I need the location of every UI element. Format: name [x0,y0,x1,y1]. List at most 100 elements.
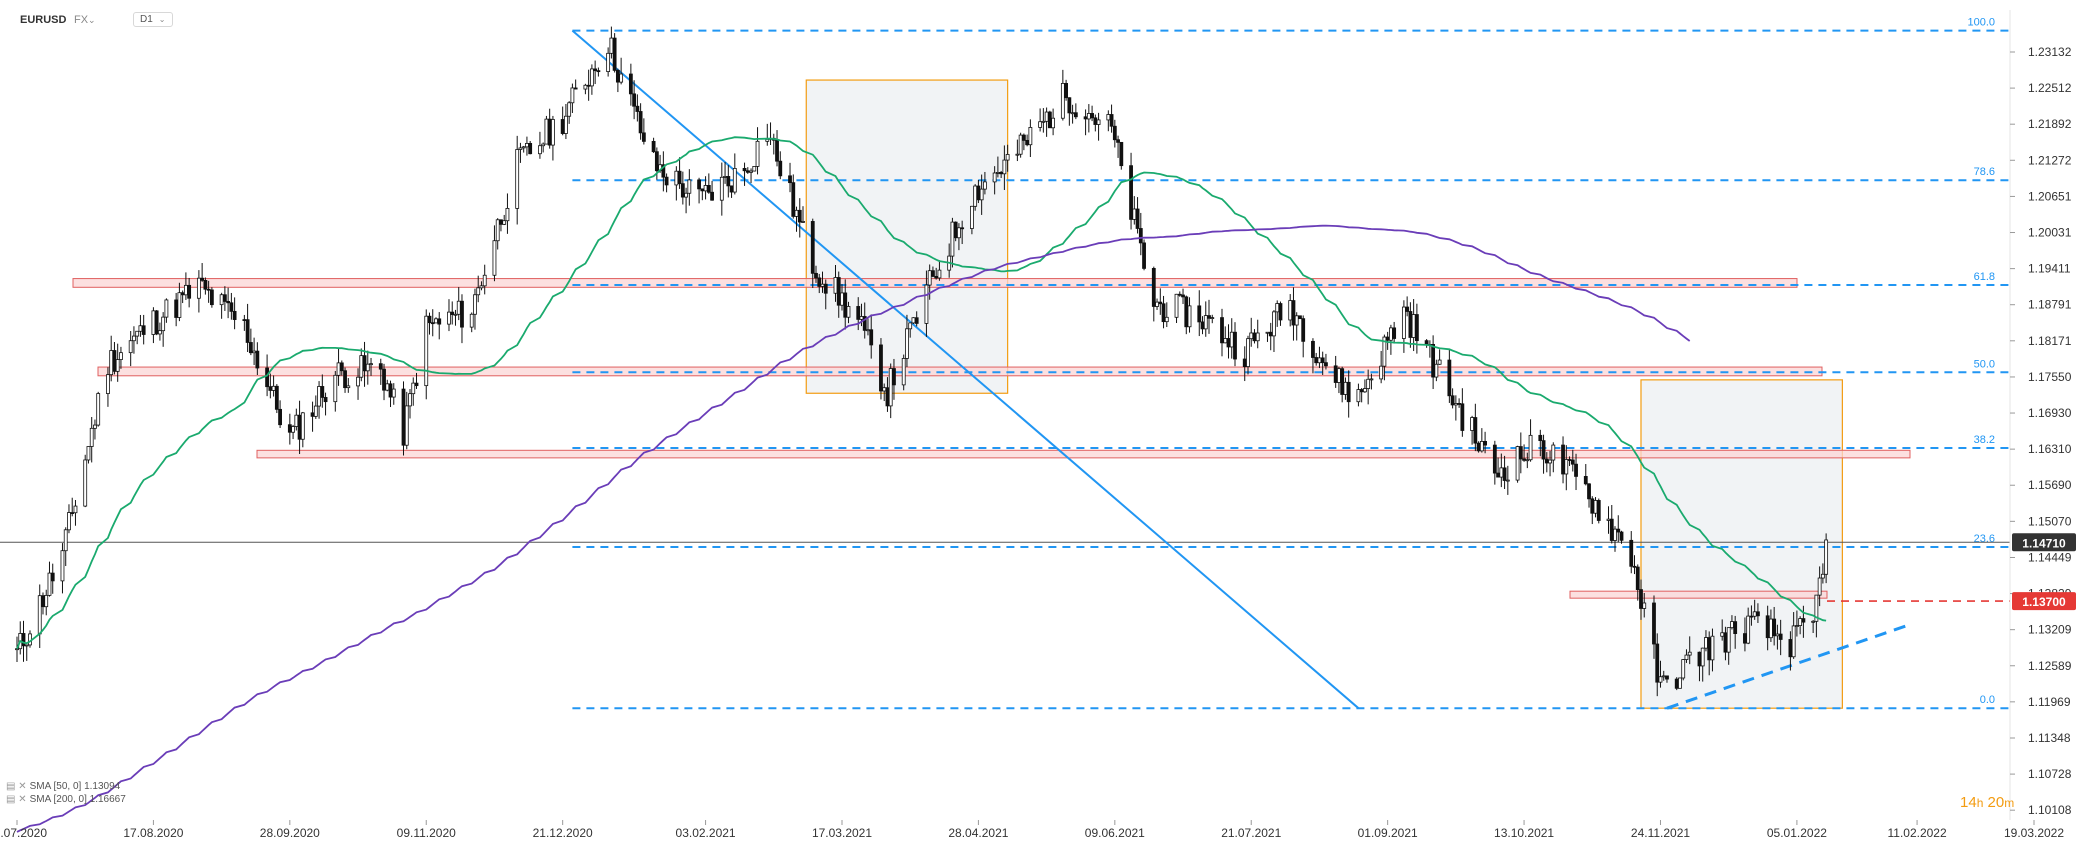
candle [115,343,120,382]
candle-body [1515,446,1520,481]
candle [138,314,143,337]
candle [300,411,305,448]
y-tick-label: 1.21272 [2028,153,2072,167]
candle-body [1697,651,1702,667]
candle-body [300,412,305,440]
candle-body [593,68,598,72]
candle [1083,109,1088,136]
candle-body [1743,633,1747,644]
fib-level-label: 78.6 [1974,166,1995,178]
candle-body [1405,306,1410,312]
legend-sma50[interactable]: ▤ ✕ SMA [50, 0] 1.13094 [6,781,121,792]
candle-body [362,355,367,372]
candle [1794,610,1799,637]
legend-sma200[interactable]: ▤ ✕ SMA [200, 0] 1.16667 [6,794,126,805]
candle-body [183,284,188,296]
candle [209,287,214,308]
candle-body [547,118,552,146]
candle [1210,314,1215,324]
candle-body [1164,316,1169,323]
candle [482,264,487,295]
last-price-tag-bg [2012,533,2076,552]
candle [541,142,546,153]
candle [106,367,110,407]
candle-body [654,151,659,172]
candle-body [1496,472,1500,478]
candle [1700,647,1705,682]
candle [83,454,88,508]
candle-body [995,172,1000,174]
candle-body [1505,479,1510,482]
y-tick-label: 1.20031 [2028,226,2072,240]
candle-body [1453,403,1458,406]
candle-body [957,227,961,239]
candle [1320,351,1325,375]
candle [1314,352,1319,366]
candle [814,265,818,283]
candle-body [1476,442,1481,452]
last-price-tag-text: 1.14710 [2022,536,2066,550]
candle-body [430,322,435,325]
candle-body [180,292,185,296]
candle [768,122,773,146]
candle [1817,566,1822,607]
candle [196,270,201,313]
candle-body [525,143,529,148]
candle-body [1609,518,1614,541]
y-tick-label: 1.23132 [2028,45,2072,59]
candle-body [89,427,94,447]
candle [1609,504,1614,544]
candle-body [154,310,159,335]
candle [200,263,205,282]
candle-body [310,412,315,417]
indicator-legend: ▤ ✕ SMA [50, 0] 1.13094 ▤ ✕ SMA [200, 0] 1… [6,780,126,806]
candle-body [271,385,276,391]
candle-body [1242,358,1247,367]
candle-body [1811,620,1816,623]
candle-body [1749,615,1754,618]
candle [226,287,231,319]
candle [1356,383,1361,407]
candle-body [1392,327,1397,339]
candle [93,419,97,440]
candle-body [1551,444,1556,461]
candle [219,292,224,319]
market-label[interactable]: FX [74,14,89,26]
candle [119,346,123,369]
candle [1161,295,1166,329]
candle [1025,134,1030,147]
candle [297,400,302,455]
candle-body [1522,458,1526,461]
candle [632,80,637,120]
candle-body [1450,395,1455,406]
candle [970,205,974,235]
candle-body [1177,293,1182,296]
candle-body [1119,141,1124,167]
candle [573,79,578,90]
downtrend-line [571,29,1360,709]
candle-body [1311,340,1315,358]
candle-body [414,382,419,387]
candle-body [1233,331,1237,360]
candle-body [1015,153,1020,156]
trendlines-layer [571,29,1912,710]
candle [1158,288,1163,315]
candle-body [1129,165,1133,220]
chevron-down-icon[interactable]: ⌄ [88,15,96,25]
candle-body [505,207,510,222]
resistance-zone-3 [256,449,1911,459]
candle-body [1775,633,1780,637]
candle-body [749,170,753,173]
sma200-line [16,224,1691,833]
timeframe-select[interactable]: D1 ⌄ [133,12,173,27]
symbol-label[interactable]: EURUSD [20,14,67,26]
candle [310,401,315,432]
candle-body [291,426,295,433]
y-tick-label: 1.10108 [2028,803,2072,817]
candle [677,157,682,189]
candle-body [63,529,68,552]
candle-body [1314,357,1319,364]
candle-body [615,69,620,83]
candle [1564,445,1569,491]
